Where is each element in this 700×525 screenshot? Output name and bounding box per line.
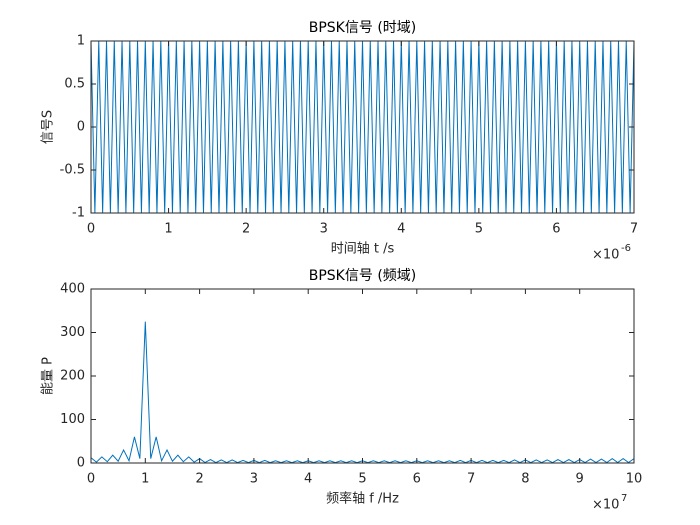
plot-area [91, 289, 634, 463]
x-tick-label: 4 [397, 222, 405, 237]
chart-title: BPSK信号 (时域) [309, 20, 417, 36]
y-axis-label: 能量 P [41, 357, 56, 395]
x-tick-label: 8 [521, 472, 529, 487]
x-tick-label: 5 [475, 222, 483, 237]
y-tick-label: 0 [77, 456, 85, 471]
x-tick-label: 9 [576, 472, 584, 487]
x-tick-label: 0 [87, 222, 95, 237]
y-tick-label: 0 [77, 120, 85, 135]
x-tick-label: 6 [552, 222, 560, 237]
x-tick-label: 6 [413, 472, 421, 487]
y-tick-label: 200 [60, 369, 85, 384]
y-tick-label: 100 [60, 412, 85, 427]
x-tick-label: 10 [626, 472, 643, 487]
y-tick-label: -1 [72, 206, 85, 221]
x-multiplier: ×10 [592, 498, 619, 513]
x-tick-label: 0 [87, 472, 95, 487]
x-axis-label: 时间轴 t /s [331, 242, 395, 257]
chart-title: BPSK信号 (频域) [309, 268, 417, 284]
y-tick-label: 400 [60, 282, 85, 297]
plot-area [91, 41, 634, 213]
x-tick-label: 7 [630, 222, 638, 237]
x-exponent: -6 [621, 243, 631, 254]
x-tick-label: 1 [164, 222, 172, 237]
y-tick-label: -0.5 [60, 163, 85, 178]
y-tick-label: 300 [60, 325, 85, 340]
x-tick-label: 3 [250, 472, 258, 487]
x-multiplier: ×10 [592, 248, 619, 263]
x-tick-label: 4 [304, 472, 312, 487]
x-exponent: 7 [621, 493, 627, 504]
y-tick-label: 0.5 [64, 77, 85, 92]
x-tick-label: 5 [358, 472, 366, 487]
x-tick-label: 1 [141, 472, 149, 487]
x-tick-label: 3 [320, 222, 328, 237]
y-tick-label: 1 [77, 34, 85, 49]
x-tick-label: 7 [467, 472, 475, 487]
x-tick-label: 2 [195, 472, 203, 487]
x-axis-label: 频率轴 f /Hz [326, 491, 399, 507]
y-axis-label: 信号S [41, 110, 56, 144]
x-tick-label: 2 [242, 222, 250, 237]
